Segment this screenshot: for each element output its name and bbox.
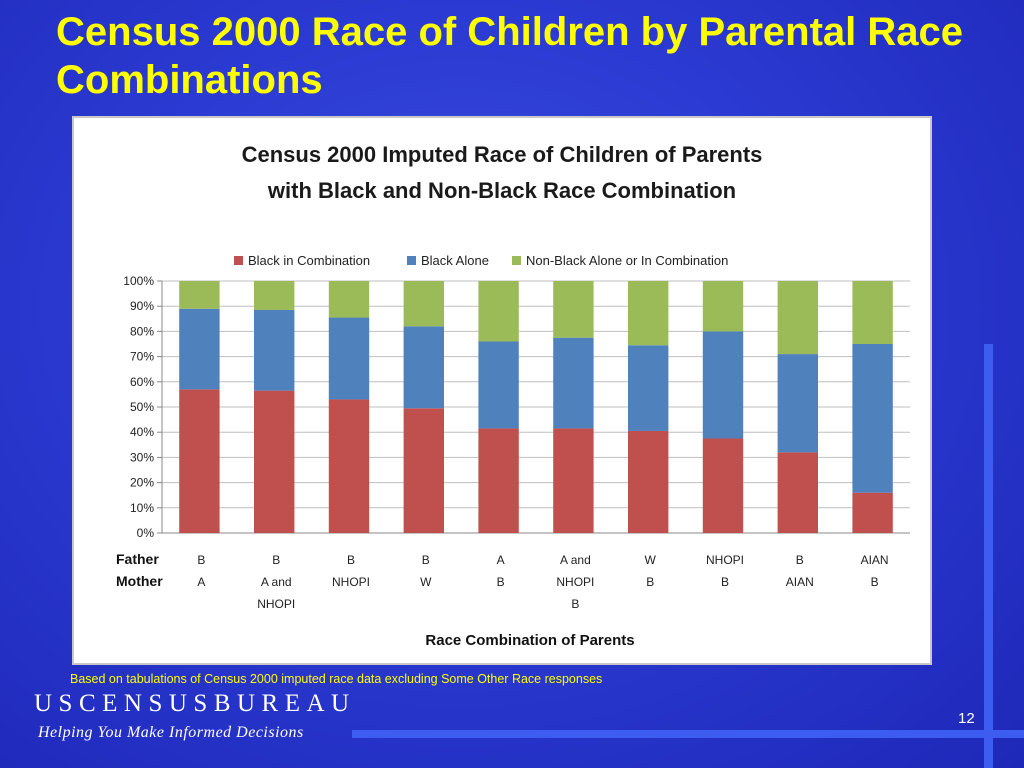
bar-segment xyxy=(179,281,220,309)
y-tick-label: 30% xyxy=(130,450,154,464)
father-label: NHOPI xyxy=(706,553,744,567)
bar-segment xyxy=(777,281,818,355)
bar-segment xyxy=(702,281,744,332)
chart-frame: Census 2000 Imputed Race of Children of … xyxy=(72,116,932,665)
chart-bars xyxy=(179,281,893,533)
bar-segment xyxy=(254,309,295,391)
bar-segment xyxy=(254,390,295,533)
y-tick-label: 100% xyxy=(123,274,154,288)
mother-label: B xyxy=(721,575,729,589)
bar-segment xyxy=(403,281,444,327)
bar-segment xyxy=(628,281,669,346)
decorative-vertical-bar xyxy=(984,344,993,768)
bar-segment xyxy=(403,326,444,409)
bar-segment xyxy=(553,337,594,429)
chart-title-line-1: Census 2000 Imputed Race of Children of … xyxy=(242,142,763,167)
bar-segment xyxy=(179,308,220,390)
page-number: 12 xyxy=(958,710,975,727)
bar-segment xyxy=(328,399,370,533)
father-row-label: Father xyxy=(116,551,159,567)
slide-title: Census 2000 Race of Children by Parental… xyxy=(56,10,964,102)
bar-segment xyxy=(777,452,818,533)
y-tick-label: 80% xyxy=(130,324,154,338)
father-label: A and xyxy=(560,553,591,567)
bar-segment xyxy=(777,354,818,453)
bar-segment xyxy=(702,438,744,533)
bar-segment xyxy=(254,281,295,310)
mother-label: NHOPI xyxy=(556,575,594,589)
legend-swatch xyxy=(512,256,521,265)
bar-segment xyxy=(478,428,519,533)
y-tick-label: 0% xyxy=(137,526,155,540)
decorative-horizontal-bar xyxy=(352,730,1024,738)
father-label: B xyxy=(272,553,280,567)
footnote: Based on tabulations of Census 2000 impu… xyxy=(70,672,603,686)
y-tick-label: 60% xyxy=(130,375,154,389)
y-axis: 0% 10% 20% 30% 40% 50% 60% 70% 80% 90% 100% xyxy=(123,274,910,540)
y-tick-label: 70% xyxy=(130,350,154,364)
mother-label: NHOPI xyxy=(332,575,370,589)
mother-label: A and xyxy=(261,575,292,589)
stacked-bar-chart: Census 2000 Imputed Race of Children of … xyxy=(116,142,910,649)
legend-label: Black Alone xyxy=(421,253,489,268)
bar-segment xyxy=(328,281,370,318)
mother-label: AIAN xyxy=(786,575,814,589)
y-tick-label: 20% xyxy=(130,476,154,490)
chart-legend: Black in Combination Black Alone Non-Black… xyxy=(234,253,728,268)
bar-segment xyxy=(478,341,519,429)
bar-segment xyxy=(179,389,220,533)
mother-label: B xyxy=(871,575,879,589)
bar-segment xyxy=(403,408,444,533)
bar-segment xyxy=(553,428,594,533)
bar-segment xyxy=(628,430,669,533)
father-label: B xyxy=(347,553,355,567)
bar-segment xyxy=(702,331,744,439)
chart-title-line-2: with Black and Non-Black Race Combinatio… xyxy=(267,178,736,203)
y-tick-label: 40% xyxy=(130,425,154,439)
bar-segment xyxy=(328,317,370,400)
census-bureau-logo-text: USCENSUSBUREAU xyxy=(34,690,356,717)
legend-label: Black in Combination xyxy=(248,253,370,268)
legend-swatch xyxy=(234,256,243,265)
bar-segment xyxy=(852,344,893,493)
father-label: W xyxy=(645,553,657,567)
father-label: AIAN xyxy=(861,553,889,567)
father-label: A xyxy=(497,553,505,567)
bar-segment xyxy=(852,281,893,344)
father-label: B xyxy=(422,553,430,567)
mother-label: B xyxy=(497,575,505,589)
legend-swatch xyxy=(407,256,416,265)
mother-label: A xyxy=(197,575,205,589)
tagline: Helping You Make Informed Decisions xyxy=(38,724,304,741)
x-axis-title: Race Combination of Parents xyxy=(425,632,634,649)
mother-label: W xyxy=(420,575,432,589)
bar-segment xyxy=(852,492,893,533)
mother-label: B xyxy=(646,575,654,589)
mother-row-label: Mother xyxy=(116,573,163,589)
y-tick-label: 10% xyxy=(130,501,154,515)
mother-label: B xyxy=(571,597,579,611)
mother-label: NHOPI xyxy=(257,597,295,611)
legend-label: Non-Black Alone or In Combination xyxy=(526,253,728,268)
bar-segment xyxy=(478,281,519,342)
y-tick-label: 90% xyxy=(130,299,154,313)
y-tick-label: 50% xyxy=(130,400,154,414)
father-label: B xyxy=(197,553,205,567)
bar-segment xyxy=(628,345,669,431)
father-label: B xyxy=(796,553,804,567)
bar-segment xyxy=(553,281,594,338)
